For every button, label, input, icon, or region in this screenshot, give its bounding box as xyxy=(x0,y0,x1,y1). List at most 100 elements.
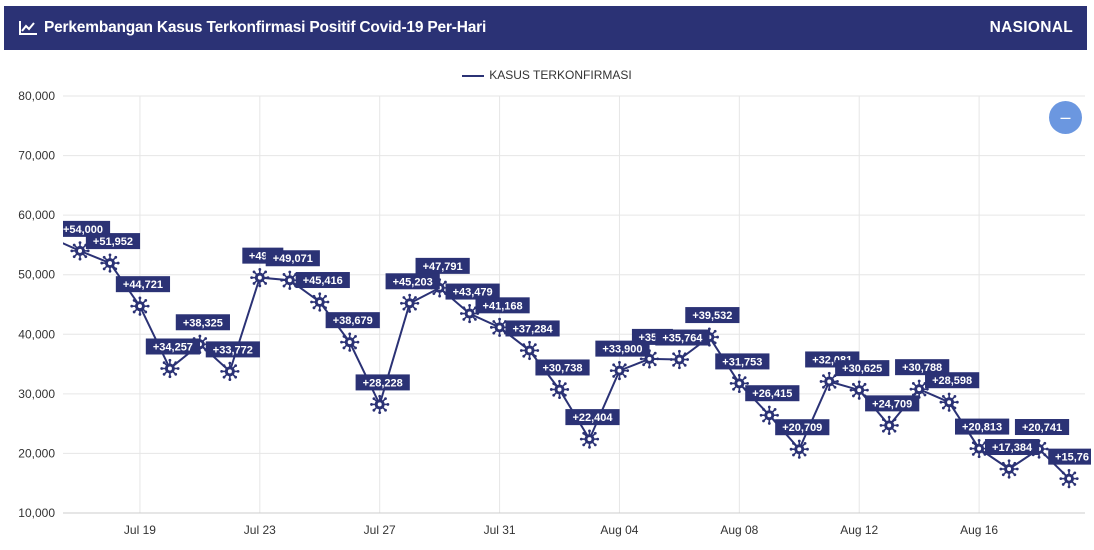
virus-icon[interactable] xyxy=(340,332,360,352)
virus-spike-tip xyxy=(132,310,136,314)
virus-spike-tip xyxy=(588,445,591,449)
data-label: +22,404 xyxy=(572,412,613,424)
data-label-box xyxy=(925,372,980,389)
virus-spike-tip xyxy=(264,282,268,285)
virus-icon[interactable] xyxy=(879,415,899,435)
virus-icon[interactable] xyxy=(579,429,600,449)
virus-spike-tip xyxy=(566,388,570,391)
virus-spike-tip xyxy=(713,341,717,345)
virus-spike-tip xyxy=(498,334,501,337)
virus-spike-tip xyxy=(86,249,90,253)
virus-spike-tip xyxy=(372,397,376,401)
header-title-group: Perkembangan Kasus Terkonfirmasi Positif… xyxy=(4,19,486,37)
virus-center xyxy=(557,387,562,392)
virus-center xyxy=(617,368,622,373)
virus-spike-tip xyxy=(716,335,719,339)
chart-legend[interactable]: KASUS TERKONFIRMASI xyxy=(0,68,1094,82)
virus-spike-tip xyxy=(1013,473,1017,477)
virus-icon[interactable] xyxy=(370,394,390,415)
line-chart-icon xyxy=(19,21,37,35)
virus-spike-tip xyxy=(669,358,673,361)
virus-icon[interactable] xyxy=(519,340,540,361)
virus-spike-tip xyxy=(1007,459,1011,463)
virus-icon[interactable] xyxy=(130,296,150,316)
data-label: +45,416 xyxy=(303,275,343,287)
data-label: +37,284 xyxy=(513,323,554,335)
virus-spike-tip xyxy=(953,406,957,410)
virus-icon[interactable] xyxy=(310,292,330,312)
virus-spike-tip xyxy=(1067,485,1071,489)
virus-icon[interactable] xyxy=(669,349,689,370)
data-label-box xyxy=(835,360,890,377)
virus-spike-tip xyxy=(138,296,142,300)
virus-icon[interactable] xyxy=(100,253,120,273)
virus-spike-tip xyxy=(977,455,981,459)
virus-icon[interactable] xyxy=(460,303,480,324)
virus-icon[interactable] xyxy=(939,392,959,412)
virus-icon[interactable] xyxy=(609,361,630,381)
virus-spike-tip xyxy=(220,369,224,373)
virus-spike-tip xyxy=(474,317,477,321)
virus-spike-tip xyxy=(198,334,202,338)
virus-spike-tip xyxy=(70,249,74,253)
data-label-box xyxy=(955,418,1010,435)
virus-spike-tip xyxy=(893,429,897,433)
virus-icon[interactable] xyxy=(70,241,90,261)
data-label: +43,479 xyxy=(453,287,493,299)
virus-spike-tip xyxy=(462,306,466,310)
virus-center xyxy=(107,261,112,266)
virus-spike-tip xyxy=(288,287,292,290)
virus-icon[interactable] xyxy=(400,293,420,313)
virus-icon[interactable] xyxy=(489,317,510,337)
data-label-box xyxy=(655,329,710,346)
virus-spike-tip xyxy=(767,422,771,425)
virus-spike-tip xyxy=(977,438,981,442)
virus-icon[interactable] xyxy=(999,459,1019,479)
virus-spike-tip xyxy=(280,278,283,282)
data-label-box xyxy=(63,220,111,237)
virus-spike-tip xyxy=(444,280,447,284)
virus-spike-tip xyxy=(678,366,681,370)
virus-icon[interactable] xyxy=(789,439,809,459)
virus-icon[interactable] xyxy=(909,379,929,399)
data-label: +41,168 xyxy=(483,300,523,312)
data-label-box xyxy=(385,273,440,290)
virus-spike-tip xyxy=(759,413,763,417)
virus-center xyxy=(317,300,322,305)
chart-title: Perkembangan Kasus Terkonfirmasi Positif… xyxy=(44,19,487,36)
virus-spike-tip xyxy=(648,365,651,369)
collapse-label: – xyxy=(1060,107,1071,127)
virus-spike-tip xyxy=(893,418,897,421)
data-label: +30,625 xyxy=(842,363,882,375)
virus-icon[interactable] xyxy=(849,380,869,400)
virus-spike-tip xyxy=(114,267,118,271)
virus-icon[interactable] xyxy=(1059,469,1079,489)
virus-spike-tip xyxy=(686,358,689,361)
virus-spike-tip xyxy=(348,348,352,352)
virus-icon[interactable] xyxy=(819,371,839,392)
virus-spike-tip xyxy=(438,294,442,298)
y-tick-label: 70,000 xyxy=(18,149,55,163)
virus-icon[interactable] xyxy=(729,373,749,394)
virus-icon[interactable] xyxy=(220,361,240,381)
virus-icon[interactable] xyxy=(160,358,180,379)
virus-spike-tip xyxy=(609,369,613,373)
data-label: +24,709 xyxy=(872,398,912,410)
virus-spike-tip xyxy=(318,308,322,312)
virus-spike-tip xyxy=(130,304,134,308)
virus-icon[interactable] xyxy=(250,268,270,288)
virus-spike-tip xyxy=(558,396,561,400)
collapse-button[interactable]: – xyxy=(1049,101,1082,134)
data-label: +47,791 xyxy=(423,261,463,273)
virus-center xyxy=(857,388,862,393)
virus-spike-tip xyxy=(836,380,839,383)
virus-icon[interactable] xyxy=(549,379,570,400)
virus-spike-tip xyxy=(378,394,382,398)
virus-spike-tip xyxy=(324,306,327,310)
virus-spike-tip xyxy=(356,340,360,344)
data-label: +20,813 xyxy=(962,422,1002,434)
data-label-box xyxy=(475,297,530,314)
virus-spike-tip xyxy=(941,395,945,398)
virus-spike-tip xyxy=(326,300,330,304)
virus-spike-tip xyxy=(489,325,493,329)
